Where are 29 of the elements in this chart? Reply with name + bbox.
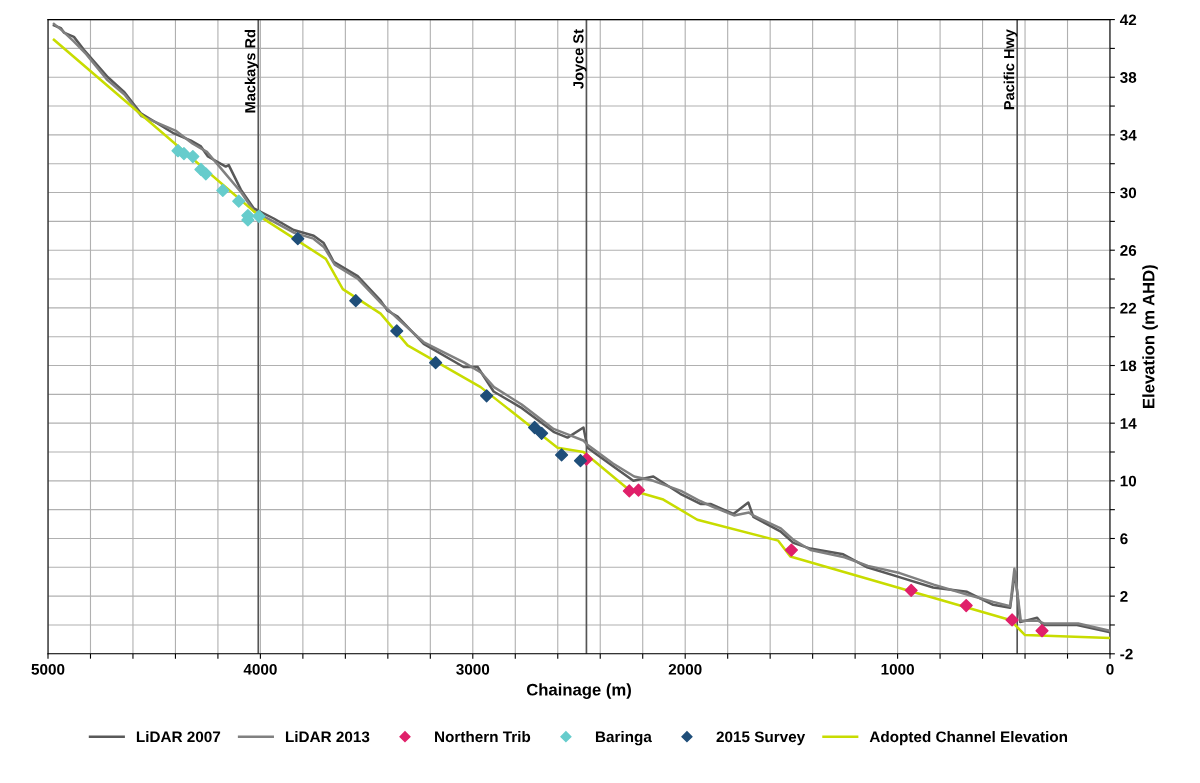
y-tick-label: 2: [1120, 591, 1128, 602]
legend-label: 2015 Survey: [716, 731, 806, 746]
x-axis-title: Chainage (m): [526, 683, 631, 699]
x-tick-label: 2000: [668, 663, 702, 675]
x-tick-label: 1000: [881, 663, 914, 675]
y-tick-label: 6: [1120, 533, 1128, 545]
x-tick-label: 3000: [456, 663, 490, 675]
ref-line-label: Joyce St: [573, 29, 587, 89]
ref-line-label: Mackays Rd: [244, 30, 259, 113]
y-tick-label: 38: [1120, 72, 1137, 83]
legend-label: LiDAR 2013: [285, 730, 370, 743]
legend-label: Baringa: [595, 730, 652, 746]
y-tick-label: 26: [1120, 245, 1137, 256]
y-tick-label: 34: [1120, 129, 1137, 141]
x-tick-label: 4000: [243, 663, 277, 675]
y-tick-label: 14: [1120, 418, 1137, 429]
y-tick-label: 18: [1120, 360, 1137, 372]
ref-line-label: Pacific Hwy: [1003, 29, 1018, 110]
y-tick-label: 30: [1120, 187, 1137, 199]
legend-label: Adopted Channel Elevation: [869, 730, 1068, 746]
y-tick-label: 42: [1119, 14, 1137, 26]
x-tick-label: 5000: [31, 663, 65, 675]
y-tick-label: 10: [1120, 475, 1137, 487]
x-tick-label: 0: [1106, 663, 1114, 675]
y-axis-title: Elevation (m AHD): [1142, 265, 1158, 408]
y-tick-label: 22: [1120, 302, 1137, 314]
legend-label: LiDAR 2007: [136, 730, 221, 743]
legend-label: Northern Trib: [435, 730, 531, 743]
y-tick-label: -2: [1120, 648, 1133, 660]
